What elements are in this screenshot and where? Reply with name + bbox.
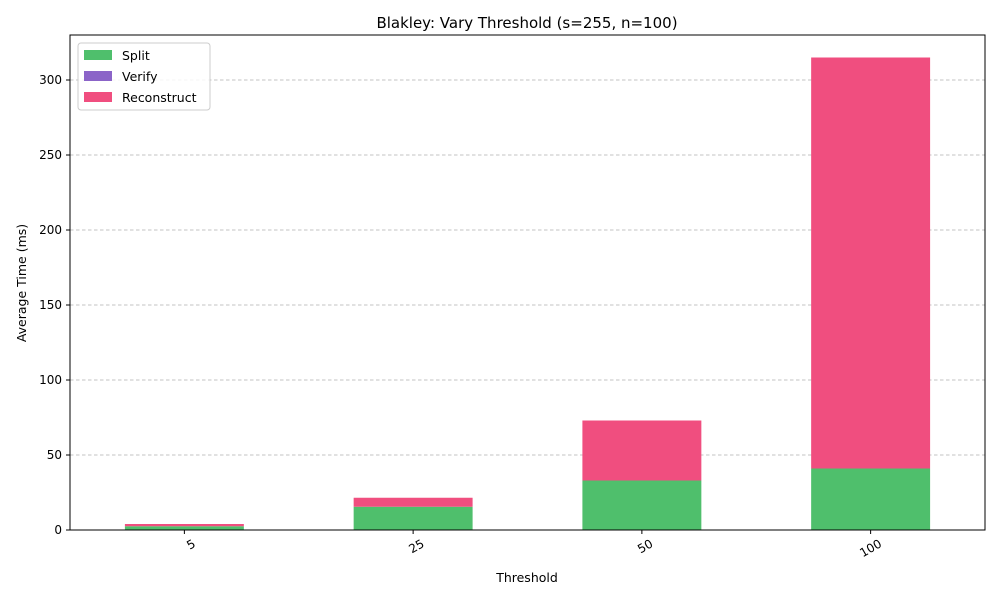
bar-split-25 bbox=[354, 507, 473, 530]
legend: Split Verify Reconstruct bbox=[78, 43, 210, 110]
legend-swatch-reconstruct bbox=[84, 92, 112, 102]
chart-title: Blakley: Vary Threshold (s=255, n=100) bbox=[376, 14, 677, 32]
bar-reconstruct-25 bbox=[354, 498, 473, 507]
y-tick-label: 250 bbox=[39, 148, 62, 162]
bars bbox=[125, 58, 930, 531]
y-tick-label: 100 bbox=[39, 373, 62, 387]
x-tick-label: 5 bbox=[184, 536, 198, 552]
x-axis-label: Threshold bbox=[495, 570, 558, 585]
legend-label-reconstruct: Reconstruct bbox=[122, 90, 197, 105]
legend-label-verify: Verify bbox=[122, 69, 158, 84]
bar-reconstruct-100 bbox=[811, 58, 930, 469]
y-tick-label: 50 bbox=[47, 448, 62, 462]
legend-label-split: Split bbox=[122, 48, 150, 63]
y-axis-ticks: 0 50 100 150 200 250 300 bbox=[39, 73, 70, 537]
bar-split-100 bbox=[811, 469, 930, 531]
legend-swatch-split bbox=[84, 50, 112, 60]
y-tick-label: 300 bbox=[39, 73, 62, 87]
y-axis-label: Average Time (ms) bbox=[14, 224, 29, 342]
y-tick-label: 200 bbox=[39, 223, 62, 237]
bar-split-50 bbox=[582, 481, 701, 531]
x-tick-label: 25 bbox=[406, 536, 426, 556]
x-axis-ticks: 5 25 50 100 bbox=[184, 530, 884, 560]
x-tick-label: 50 bbox=[635, 536, 655, 556]
x-tick-label: 100 bbox=[857, 536, 884, 560]
bar-reconstruct-5 bbox=[125, 524, 244, 526]
y-tick-label: 150 bbox=[39, 298, 62, 312]
bar-reconstruct-50 bbox=[582, 421, 701, 481]
bar-split-5 bbox=[125, 526, 244, 530]
y-tick-label: 0 bbox=[54, 523, 62, 537]
legend-swatch-verify bbox=[84, 71, 112, 81]
